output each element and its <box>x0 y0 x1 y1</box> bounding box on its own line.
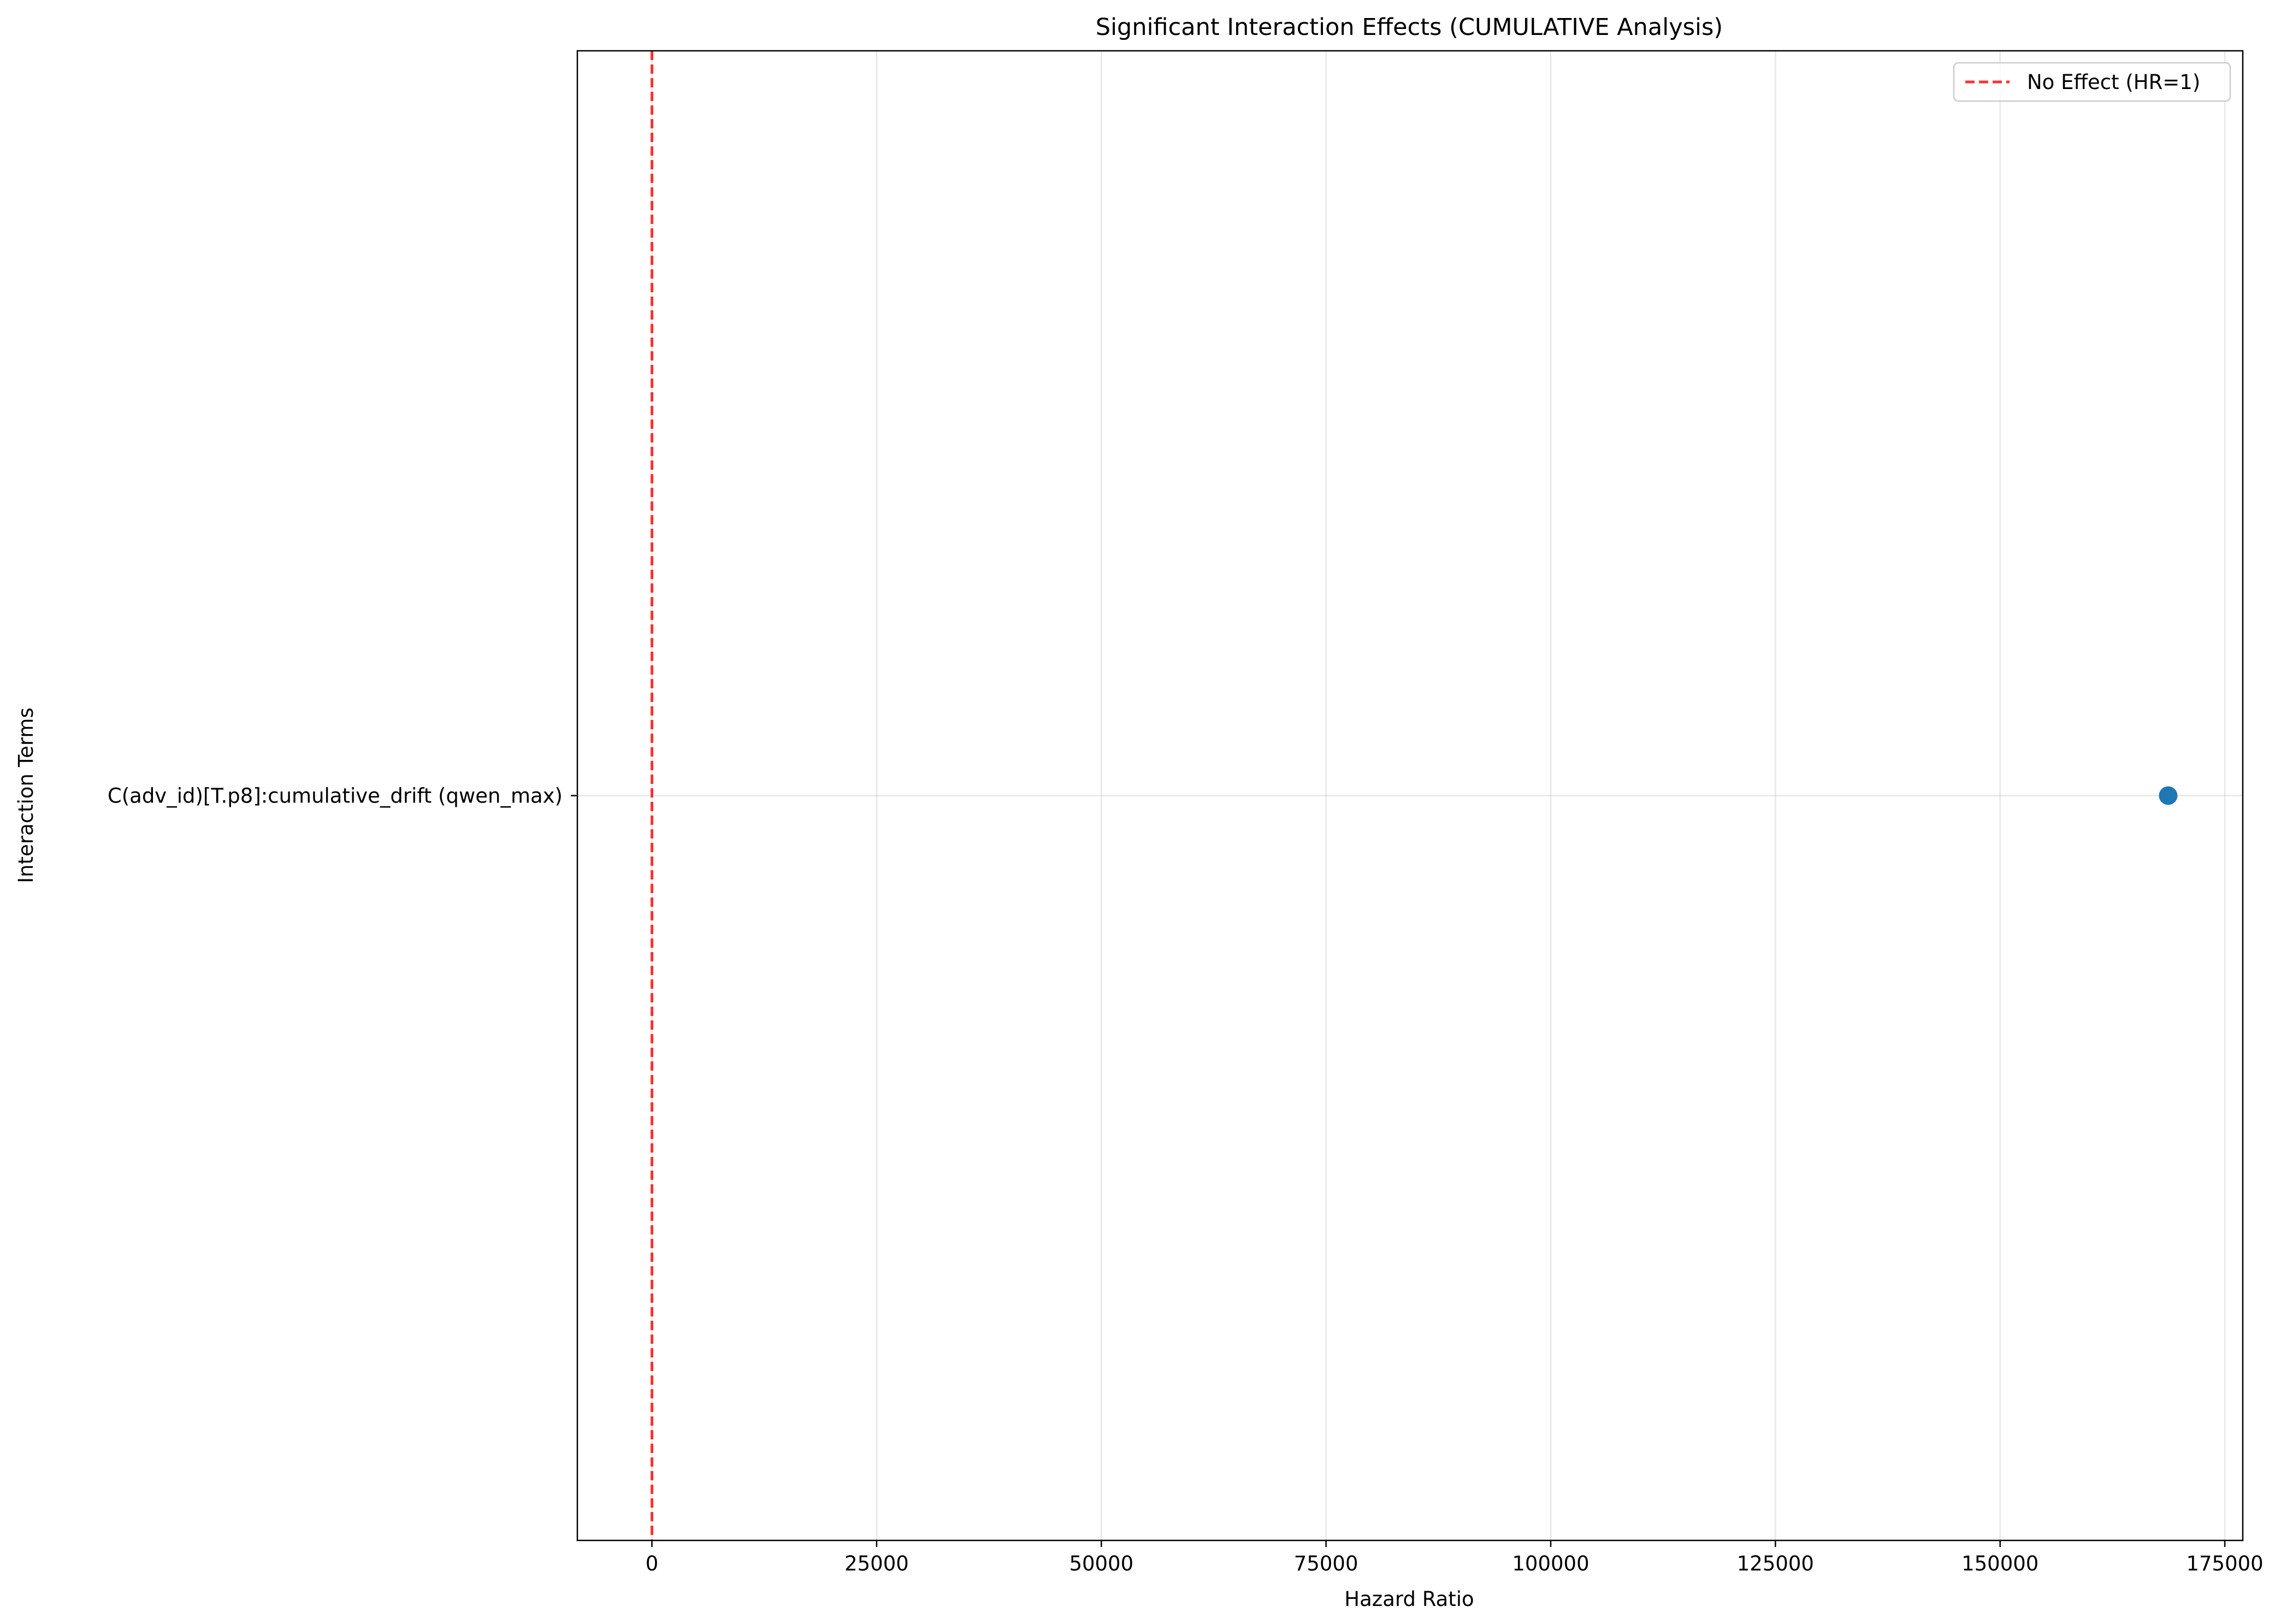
legend: No Effect (HR=1) <box>1953 62 2231 102</box>
x-axis-label: Hazard Ratio <box>1344 1587 1474 1611</box>
data-point <box>2159 786 2178 805</box>
x-tick-label: 175000 <box>2186 1552 2263 1575</box>
y-axis-label: Interaction Terms <box>14 707 38 883</box>
x-tick-label: 0 <box>646 1552 659 1575</box>
legend-entry-label: No Effect (HR=1) <box>2027 70 2200 94</box>
x-tick-label: 75000 <box>1294 1552 1358 1575</box>
x-tick-label: 125000 <box>1737 1552 1814 1575</box>
legend-box <box>1953 62 2231 102</box>
y-axis-ticks: C(adv_id)[T.p8]:cumulative_drift (qwen_m… <box>108 784 577 808</box>
x-tick-label: 150000 <box>1961 1552 2038 1575</box>
x-tick-label: 25000 <box>844 1552 909 1575</box>
grid-layer <box>577 51 2243 1540</box>
points-layer <box>2159 786 2178 805</box>
x-axis-ticks: 0 25000 50000 75000 100000 125000 150000 175000 <box>646 1540 2264 1575</box>
chart-title: Significant Interaction Effects (CUMULAT… <box>1096 14 1723 41</box>
x-tick-label: 100000 <box>1512 1552 1589 1575</box>
x-tick-label: 50000 <box>1069 1552 1133 1575</box>
y-tick-label: C(adv_id)[T.p8]:cumulative_drift (qwen_m… <box>108 784 563 808</box>
